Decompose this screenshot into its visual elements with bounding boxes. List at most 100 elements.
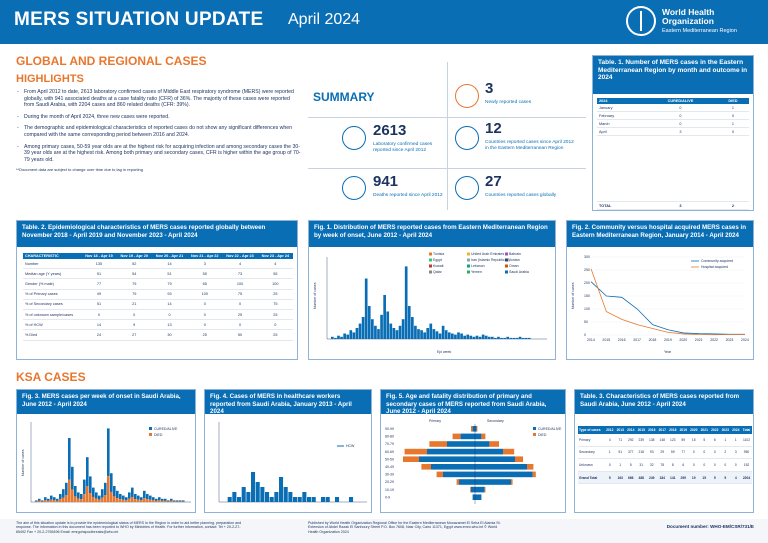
bar-secondary-died [511, 479, 513, 485]
bar-died [71, 489, 74, 502]
bar-secondary-cured [475, 456, 515, 462]
bar-secondary-died [476, 426, 478, 432]
table-cell: 152 [741, 458, 752, 472]
highlight-item: During the month of April 2024, three ne… [16, 114, 301, 121]
table-cell: 49 [81, 289, 117, 300]
table-cell: 79 [151, 278, 188, 290]
table-cell: 0 [644, 111, 717, 120]
bar [460, 333, 463, 339]
table-cell: 100 [222, 278, 258, 290]
table-cell: 0 [716, 111, 749, 120]
bar-cured [176, 500, 179, 502]
bar [355, 328, 359, 339]
table1-header: CURED/ALIVE [644, 98, 717, 104]
table-cell: 77 [678, 446, 689, 460]
summary-divider [447, 62, 448, 210]
bar [343, 333, 346, 339]
table-cell: 141 [667, 471, 678, 485]
bar [377, 329, 380, 339]
bar-secondary-cured [475, 433, 482, 440]
bar-died [137, 499, 140, 502]
fig5-title: Fig. 5. Age and fatality distribution of… [381, 390, 565, 415]
bar [411, 317, 414, 339]
legend-label: DIED [154, 433, 163, 437]
bar-primary-died [436, 471, 443, 478]
bar-cured [164, 498, 167, 501]
table-cell: 0 [709, 446, 720, 460]
age-label: 50-59 [385, 457, 394, 461]
globe-icon [455, 176, 479, 200]
legend-swatch [505, 252, 508, 256]
table-cell: 75 [257, 299, 293, 310]
bar-secondary-died [481, 433, 486, 440]
bar-died [86, 486, 89, 502]
bar-cured [92, 487, 95, 497]
table-total-row: TOTAL 3 2 [597, 201, 749, 210]
bar [500, 337, 503, 339]
bar-died [68, 479, 71, 502]
bar-secondary-died [527, 464, 534, 470]
table-cell: 950 [741, 446, 752, 460]
stat-label: Newly reported cases [485, 100, 532, 105]
bar-cured [137, 495, 140, 500]
table-row: Unknown 0 1 5 31 32 78 8 6 0 0 0 0 0 152 [578, 458, 752, 472]
table1-panel: Table. 1. Number of MERS cases in the Ea… [592, 55, 754, 211]
table-cell: Grand Total [578, 471, 605, 485]
fig4-chart: HCW [218, 422, 367, 503]
bar-died [35, 501, 38, 502]
bar-died [44, 500, 47, 502]
table-cell: 14 [81, 319, 117, 331]
bar-died [107, 476, 110, 502]
summary-rule [308, 168, 586, 169]
table-cell: 0 [644, 119, 717, 128]
x-tick-label: 2018 [649, 338, 657, 342]
bar [512, 337, 516, 339]
bar-cured [95, 492, 98, 499]
table-cell: % Died [23, 329, 82, 341]
table-header: 2023 [720, 426, 731, 434]
bar [383, 295, 386, 339]
bar-died [104, 495, 107, 502]
stat-label: Laboratory confirmed cases reported sinc… [373, 142, 433, 153]
bar-died [80, 499, 83, 502]
bar [334, 337, 337, 339]
age-label: 20-29 [385, 480, 394, 484]
bar-cured [83, 479, 86, 495]
age-label: 60-69 [385, 450, 394, 454]
bar-died [77, 498, 80, 502]
table-cell: 135 [81, 259, 117, 270]
bar-died [101, 497, 104, 502]
table-cell: Gender (% male) [23, 278, 82, 290]
bar [469, 335, 473, 339]
bar [463, 335, 466, 339]
bar [438, 333, 442, 339]
bar [398, 325, 402, 339]
x-tick-label: 2021 [695, 338, 703, 342]
table-header: Nov 21 - Apr 22 [187, 253, 223, 259]
bar [472, 336, 476, 339]
table-header: 2014 [625, 426, 636, 434]
legend-label: Egypt [433, 258, 442, 262]
bar-hcw [269, 497, 274, 502]
bar-cured [131, 487, 134, 497]
bar-died [98, 499, 101, 502]
bar [389, 323, 393, 339]
table-cell: 93 [151, 289, 188, 300]
table-row: % Died 24 27 30 25 50 25 [23, 329, 293, 341]
bar-hcw [227, 497, 232, 502]
fig2-chart: 0 50 100 150 200 250 300 2014 2015 2016 2017 2018 20… [571, 255, 749, 354]
age-label: 70-79 [385, 442, 394, 446]
legend-swatch [505, 270, 508, 274]
bar-cured [119, 494, 122, 500]
legend-label: Oman [509, 264, 519, 268]
bar-died [122, 499, 125, 502]
table-cell: 14 [151, 299, 188, 310]
bar-cured [182, 500, 185, 502]
legend-label: Iran (Islamic Republic of) [471, 258, 510, 262]
table-cell: 1102 [741, 434, 752, 447]
bar-cured [161, 498, 164, 501]
table-cell: % of HCW [23, 319, 82, 331]
table-row: Median age (Y years) 51 54 51 55 73 55 [23, 268, 293, 280]
fig3-chart: CURED/ALIVE DIED Number of cases [21, 422, 191, 503]
table-cell: 52 [116, 259, 152, 270]
